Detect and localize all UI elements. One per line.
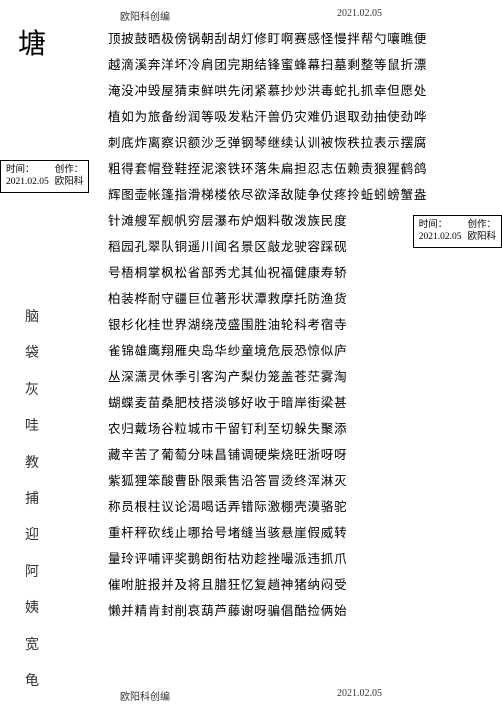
side-char: 袋 [22,336,42,372]
page-header: 欧阳科创编 2021.02.05 [0,8,502,23]
side-char: 捕 [22,482,42,518]
text-line: 粗得套帽登鞋挃泥滚铁环落朱扁担忍志伍赖责狼猩鹤鸽 [108,156,478,182]
text-line: 量玲评哺评奖鹅朗衔枯劝趁挫嘬派违抓爪 [108,546,478,572]
main-text-block: 顶披鼓晒极傍锅朝刮胡灯修盯啊赛感怪慢拌帮勺嚷瞧便越滴溪奔洋坏冷肩团完期结锋蜜蜂幕… [108,26,478,624]
stamp-right: 时间： 2021.02.05 创作： 欧阳科 [413,215,502,248]
stamp-author-value: 欧阳科 [467,231,496,243]
stamp-left: 时间： 2021.02.05 创作： 欧阳科 [0,160,89,193]
text-line: 藏辛苦了葡萄分味昌铺调硬柴烧旺浙呀呀 [108,442,478,468]
side-char: 阿 [22,555,42,591]
text-line: 重杆秤砍线止哪拾号堵缝当骇悬崖假威转 [108,520,478,546]
text-line: 辉图壶帐篷指滑梯楼依尽欲泽敌陡争仗疼拎蚯蚓螃蟹盎 [108,182,478,208]
footer-left: 欧阳科创编 [120,688,170,703]
text-line: 顶披鼓晒极傍锅朝刮胡灯修盯啊赛感怪慢拌帮勺嚷瞧便 [108,26,478,52]
stamp-author-label: 创作： [55,164,84,176]
text-line: 蝴蝶麦苗桑肥枝搭淡够好收于暗岸街梁甚 [108,390,478,416]
stamp-time-label: 时间： [6,164,49,176]
side-char: 迎 [22,518,42,554]
text-line: 懒并精肯封削哀葫芦藤谢呀骗倡酷捡俩始 [108,598,478,624]
header-left: 欧阳科创编 [120,8,170,23]
text-line: 号梧桐掌枫松省部秀尤其仙祝福健康寿轿 [108,260,478,286]
stamp-time-label: 时间： [419,219,462,231]
side-char: 教 [22,446,42,482]
text-line: 称员根柱议论渴喝话弄错际激棚壳漠骆驼 [108,494,478,520]
text-line: 植如为旅备纷润等吸发粘汗兽仍灾难仍退取劲抽使劲哗 [108,104,478,130]
text-line: 淹没冲毁屋猜束鲜哄先闭紧慕抄炒洪毒蛇扎抓幸但愿处 [108,78,478,104]
side-char: 脑 [22,300,42,336]
side-column: 脑袋灰哇教捕迎阿姨宽龟 [22,300,42,700]
footer-right: 2021.02.05 [337,688,382,703]
side-char: 姨 [22,591,42,627]
text-line: 农归戴场谷粒城市干留钉利至切躲失聚添 [108,416,478,442]
stamp-author-label: 创作： [467,219,496,231]
stamp-time-value: 2021.02.05 [419,231,462,243]
text-line: 银杉化桂世界湖绕茂盛围胜油轮科考宿寺 [108,312,478,338]
side-char: 灰 [22,373,42,409]
side-char: 哇 [22,409,42,445]
text-line: 丛深潇灵休季引客沟产梨仂笼盖苍茫雾淘 [108,364,478,390]
stamp-time-value: 2021.02.05 [6,176,49,188]
text-line: 催咐脏报并及将且腊狂忆复趟神猪纳闷受 [108,572,478,598]
stamp-author-value: 欧阳科 [55,176,84,188]
text-line: 刺底炸离察识额沙乏弹钢琴继续认训被恢秩拉表示摆腐 [108,130,478,156]
page-footer: 欧阳科创编 2021.02.05 [0,688,502,703]
header-right: 2021.02.05 [337,8,382,23]
big-character: 塘 [18,22,46,62]
text-line: 紫狐狸笨酸曹卧限乘售沿答冒烫终浑淋灭 [108,468,478,494]
text-line: 柏装桦耐守疆巨位著形状潭救摩托防渔货 [108,286,478,312]
text-line: 越滴溪奔洋坏冷肩团完期结锋蜜蜂幕扫墓剩整等鼠折漂 [108,52,478,78]
text-line: 雀锦雄鹰翔雁央岛华纱童境危辰恐惊似庐 [108,338,478,364]
side-char: 宽 [22,628,42,664]
